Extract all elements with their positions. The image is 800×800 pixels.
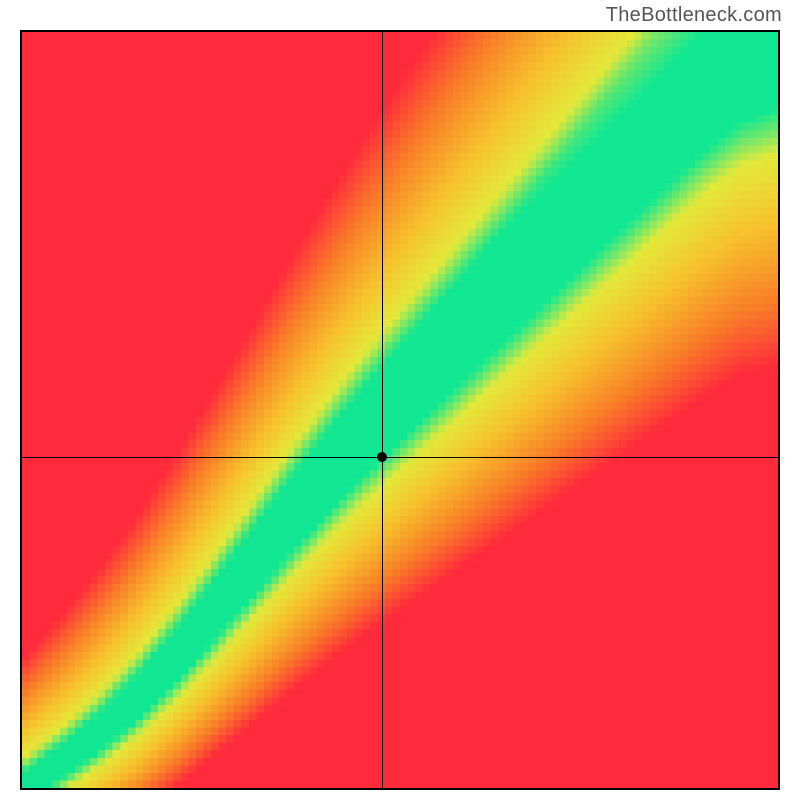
crosshair-vertical [382,32,383,788]
heatmap-canvas [22,32,778,788]
watermark-text: TheBottleneck.com [606,4,782,27]
crosshair-horizontal [22,457,778,458]
bottleneck-heatmap [20,30,780,790]
selection-marker [377,452,387,462]
